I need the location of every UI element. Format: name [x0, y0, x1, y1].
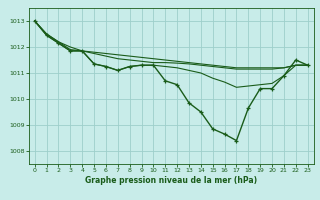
X-axis label: Graphe pression niveau de la mer (hPa): Graphe pression niveau de la mer (hPa) — [85, 176, 257, 185]
